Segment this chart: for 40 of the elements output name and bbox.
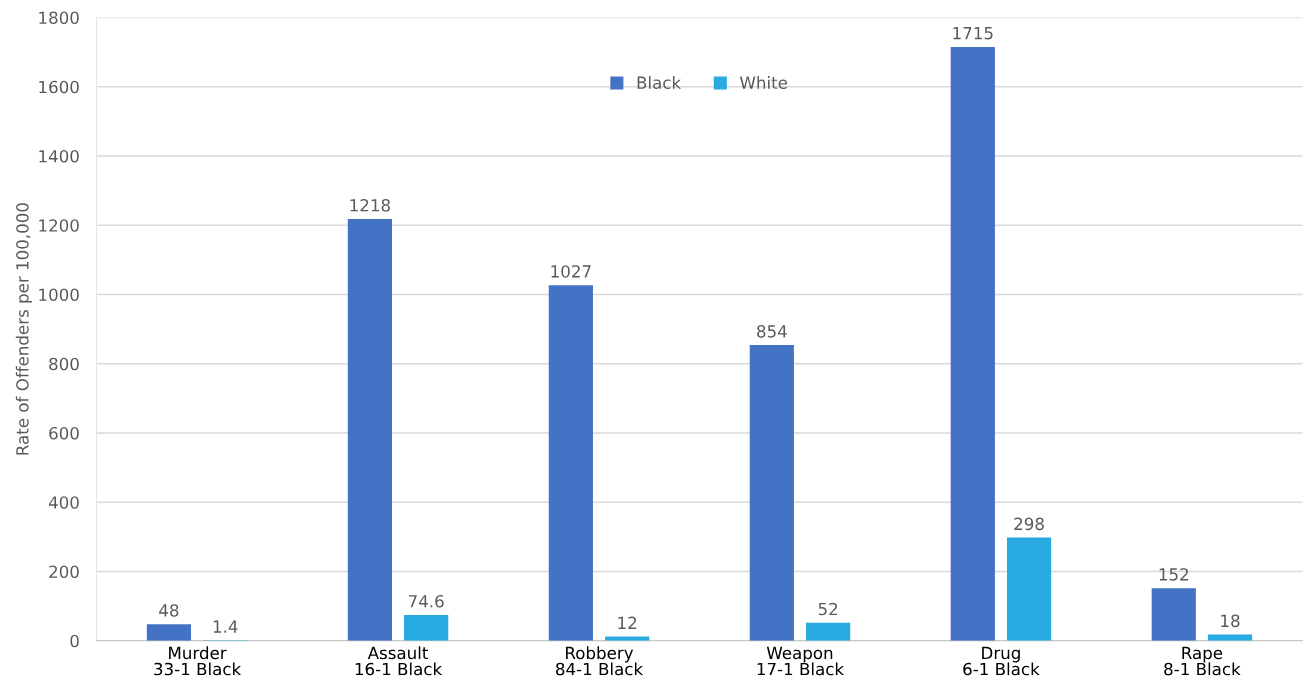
x-tick-label: Rape 8-1 Black [1164,646,1241,676]
data-label: 1218 [350,198,390,212]
data-label: 1027 [551,265,591,278]
y-tick-label: 1000 [39,288,79,302]
bar [1006,537,1052,641]
bar [146,624,192,641]
x-tick-label: Assault 16-1 Black [355,646,443,676]
data-label: 74.6 [408,594,444,608]
y-tick-label: 200 [49,565,79,579]
y-tick-label: 1400 [39,149,79,163]
bar [404,614,449,641]
bar [1151,588,1196,641]
bar [548,285,593,641]
data-label: 854 [757,325,787,338]
legend-label: White [740,76,788,89]
data-label: 12 [618,616,637,629]
x-tick-label: Drug 6-1 Black [963,646,1040,676]
data-label: 298 [1014,517,1044,531]
bar [950,46,995,641]
bar [749,345,794,641]
y-axis-title: Rate of Offenders per 100,000 [15,203,32,455]
data-label: 48 [159,604,179,617]
y-tick-label: 0 [70,634,79,648]
y-tick-label: 1800 [39,11,79,25]
x-tick-label: Robbery 84-1 Black [556,646,644,676]
y-tick-label: 600 [49,426,79,440]
y-tick-label: 1200 [39,219,79,232]
bar [347,218,392,641]
data-label: 1715 [953,27,993,40]
data-label: 18 [1221,614,1240,628]
bar [805,622,851,641]
x-tick-label: Murder 33-1 Black [154,646,242,676]
y-tick-label: 1600 [39,80,79,94]
legend-label: Black [637,76,682,89]
x-tick-label: Weapon 17-1 Black [757,646,845,676]
data-label: 152 [1159,568,1189,581]
y-tick-label: 400 [48,496,79,509]
y-tick-label: 800 [49,357,79,371]
data-label: 52 [818,602,838,616]
data-label: 1.4 [213,620,238,633]
